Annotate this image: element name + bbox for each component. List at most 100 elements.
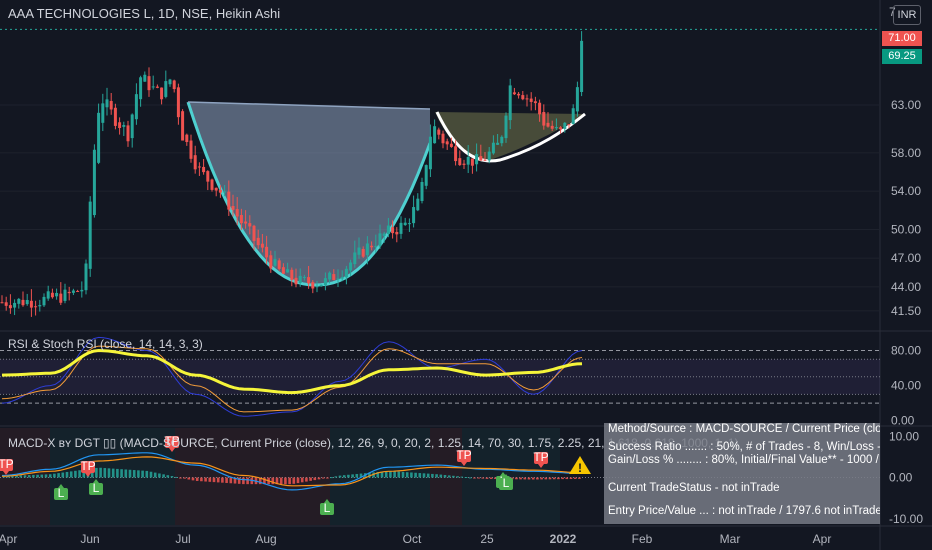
macd-histogram-bar (435, 474, 438, 478)
macd-histogram-bar (447, 475, 451, 478)
candle-body (260, 243, 264, 248)
macd-histogram-bar (216, 477, 220, 483)
macd-histogram-bar (74, 470, 77, 478)
macd-histogram-bar (473, 477, 476, 479)
l-marker-pointer (58, 484, 64, 488)
macd-histogram-bar (137, 470, 140, 478)
candle-body (265, 246, 269, 258)
rsi-line (1, 348, 583, 395)
macd-histogram-bar (263, 477, 266, 485)
candle-body (235, 209, 239, 217)
macd-histogram-bar (36, 474, 39, 478)
candle-body (458, 158, 462, 166)
candle-body (508, 85, 512, 121)
macd-histogram-bar (477, 477, 480, 479)
macd-tick-label: 0.00 (889, 471, 913, 485)
macd-histogram-bar (225, 477, 228, 483)
candle-body (67, 291, 71, 294)
stats-entry-line: Entry Price/Value ... : not inTrade / 17… (608, 505, 880, 517)
candle-body (84, 263, 88, 291)
macd-histogram-bar (212, 477, 216, 483)
candle-body (512, 92, 516, 95)
macd-histogram-bar (552, 477, 556, 480)
macd-histogram-bar (573, 477, 577, 479)
macd-histogram-bar (418, 473, 422, 478)
candle-body (252, 225, 256, 241)
candle-body (17, 298, 21, 304)
macd-histogram-bar (359, 473, 363, 478)
macd-histogram-bar (342, 475, 346, 478)
y-tick-label: 50.00 (891, 222, 921, 236)
stats-gain-line: Gain/Loss % ........ : 80%, Initial/Fina… (608, 454, 879, 466)
macd-histogram-bar (258, 477, 262, 485)
candle-body (97, 112, 101, 163)
macd-histogram-bar (170, 476, 174, 478)
symbol-title: AAA TECHNOLOGIES L, 1D, NSE, Heikin Ashi (8, 6, 281, 21)
macd-histogram-bar (111, 468, 115, 478)
candle-body (130, 114, 134, 139)
candle-body (475, 154, 479, 165)
l-marker (499, 478, 513, 490)
candle-body (294, 277, 298, 285)
macd-indicator-title[interactable]: MACD-X ʙʏ DGT ▯▯ (MACD-SOURCE, Current P… (8, 436, 739, 450)
y-tick-label: 7 (889, 5, 896, 19)
macd-histogram-bar (57, 473, 60, 478)
candle-body (8, 305, 12, 309)
candle-body (311, 282, 315, 289)
macd-histogram-bar (183, 477, 186, 479)
macd-histogram-bar (485, 477, 489, 479)
candle-body (500, 136, 504, 144)
candle-body (113, 107, 117, 126)
candle-body (575, 87, 579, 112)
l-marker (320, 503, 334, 515)
candle-body (197, 166, 201, 168)
candle-body (76, 290, 80, 292)
macd-histogram-bar (95, 467, 98, 478)
candle-body (496, 142, 500, 145)
candle-body (101, 103, 105, 123)
candle-body (46, 291, 50, 299)
candle-body (92, 149, 96, 216)
macd-histogram-bar (489, 477, 493, 479)
candle-body (172, 80, 176, 90)
candle-body (50, 292, 54, 298)
macd-histogram-bar (393, 471, 396, 478)
macd-histogram-bar (221, 477, 224, 483)
candle-body (382, 233, 386, 236)
candle-body (34, 306, 38, 308)
candle-body (546, 122, 550, 127)
macd-histogram-bar (166, 475, 170, 478)
rsi-tick-label: 0.00 (891, 414, 915, 428)
macd-trend-zone (462, 428, 560, 525)
macd-histogram-bar (153, 472, 157, 478)
candle-body (437, 129, 441, 135)
macd-histogram-bar (107, 468, 111, 478)
macd-histogram-bar (468, 477, 472, 479)
candle-body (307, 277, 311, 284)
x-tick-label: Aug (255, 532, 276, 546)
macd-histogram-bar (481, 477, 485, 479)
stoch-k-line (1, 336, 583, 417)
macd-histogram-bar (19, 475, 23, 478)
candle-body (210, 179, 214, 190)
candle-body (181, 111, 185, 141)
currency-badge[interactable]: INR (893, 5, 921, 25)
candle-body (479, 156, 483, 161)
candle-body (281, 267, 285, 274)
candle-body (290, 269, 294, 280)
candle-body (315, 285, 319, 288)
candle-body (105, 99, 109, 108)
candle-body (218, 189, 222, 193)
candle-body (449, 143, 453, 147)
candle-body (353, 252, 357, 265)
candle-body (525, 98, 529, 100)
macd-histogram-bar (426, 473, 430, 478)
l-marker-label: L (324, 501, 331, 515)
candle-body (4, 302, 8, 306)
macd-histogram-bar (145, 470, 149, 478)
candle-body (542, 112, 546, 126)
rsi-indicator-title[interactable]: RSI & Stoch RSI (close, 14, 14, 3, 3) (8, 337, 203, 351)
l-marker-pointer (500, 472, 506, 476)
macd-histogram-bar (422, 473, 426, 478)
l-marker-pointer (93, 479, 99, 483)
